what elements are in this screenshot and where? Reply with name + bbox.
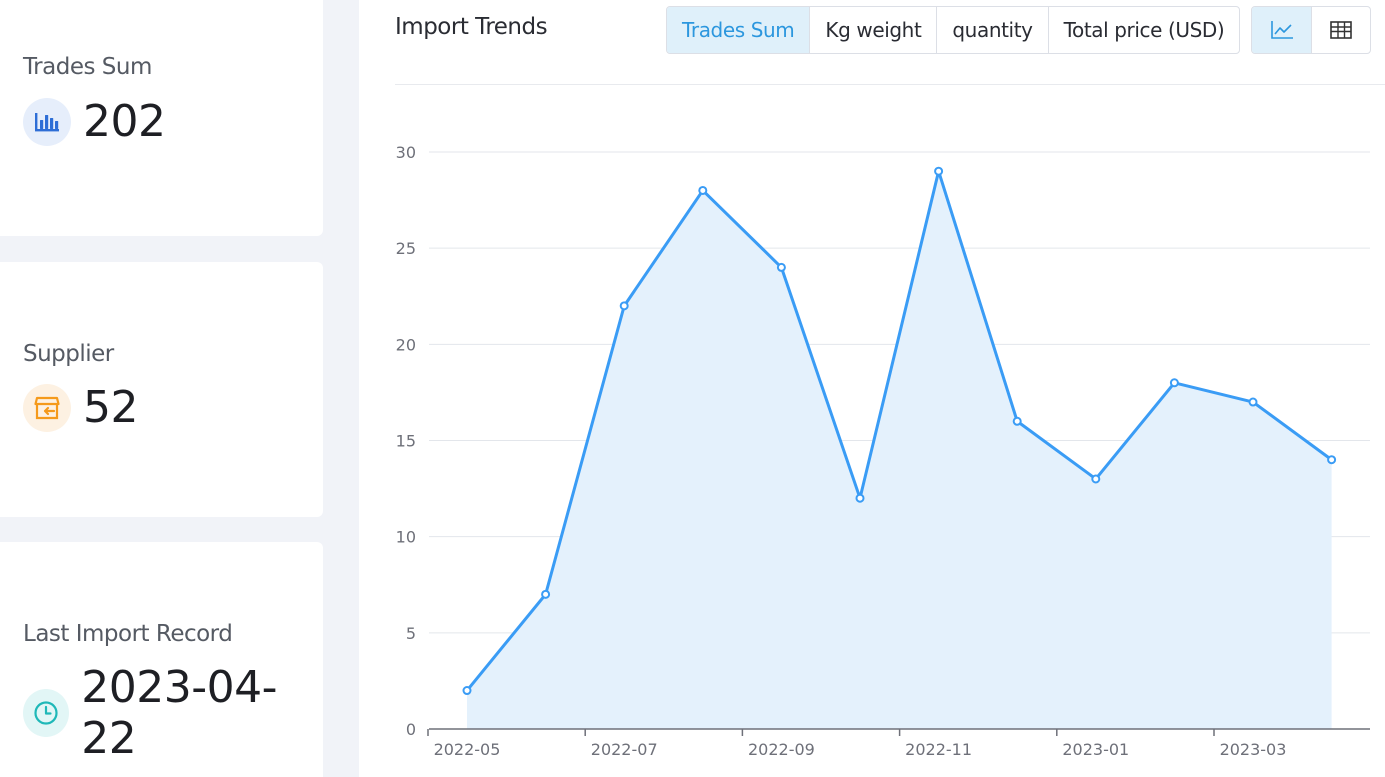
data-point (462, 686, 472, 696)
series-area (467, 171, 1332, 729)
data-point (1327, 455, 1337, 465)
data-point (1248, 397, 1258, 407)
supplier-label: Supplier (23, 341, 114, 367)
bar-chart-icon (23, 97, 71, 146)
series-line (465, 169, 1333, 692)
line-chart-icon (1270, 21, 1293, 39)
panel-title: Import Trends (395, 14, 548, 40)
supplier-card: Supplier 52 (0, 262, 323, 517)
x-tick-label: 2023-01 (1062, 740, 1129, 759)
y-tick-label: 30 (396, 143, 416, 162)
last-import-label: Last Import Record (23, 621, 233, 647)
tab-kg-weight[interactable]: Kg weight (809, 7, 936, 53)
import-trends-panel: Import Trends Trades Sum Kg weight quant… (359, 0, 1385, 777)
table-view-button[interactable] (1311, 7, 1370, 53)
supplier-row: 52 (23, 382, 139, 433)
data-point (776, 262, 786, 272)
y-tick-label: 25 (396, 239, 416, 258)
last-import-row: 2023-04-22 (23, 662, 323, 764)
x-tick-label: 2022-11 (905, 740, 972, 759)
y-tick-label: 0 (406, 720, 416, 739)
metric-tabs: Trades Sum Kg weight quantity Total pric… (666, 6, 1241, 54)
table-icon (1330, 21, 1352, 39)
data-point (698, 185, 708, 195)
tab-total-price[interactable]: Total price (USD) (1047, 7, 1240, 53)
trades-sum-card: Trades Sum 202 (0, 0, 323, 236)
tab-trades-sum[interactable]: Trades Sum (667, 7, 810, 53)
x-tick-label: 2023-03 (1220, 740, 1287, 759)
view-tabs (1251, 6, 1371, 54)
trades-sum-value: 202 (83, 96, 166, 147)
data-point (619, 301, 629, 311)
data-point (1169, 378, 1179, 388)
last-import-card: Last Import Record 2023-04-22 (0, 542, 323, 777)
y-tick-label: 10 (396, 528, 416, 547)
data-point (1012, 416, 1022, 426)
x-tick-label: 2022-07 (591, 740, 658, 759)
trades-sum-row: 202 (23, 96, 166, 147)
trades-sum-label: Trades Sum (23, 54, 152, 80)
y-tick-label: 15 (396, 432, 416, 451)
data-point (541, 589, 551, 599)
clock-icon (23, 689, 70, 737)
x-tick-label: 2022-05 (434, 740, 501, 759)
line-chart-view-button[interactable] (1252, 7, 1311, 53)
data-point (855, 493, 865, 503)
supplier-value: 52 (83, 382, 139, 433)
last-import-value: 2023-04-22 (81, 662, 277, 764)
header-divider (395, 84, 1385, 85)
import-trends-chart: 0 5 10 15 20 25 30 2022-05 2022-07 2022-09 2022-11… (396, 143, 1370, 759)
x-tick-label: 2022-09 (748, 740, 815, 759)
data-point (934, 166, 944, 176)
y-tick-label: 5 (406, 624, 416, 643)
tab-quantity[interactable]: quantity (936, 7, 1047, 53)
y-tick-label: 20 (396, 335, 416, 354)
data-point (1091, 474, 1101, 484)
storefront-icon (23, 383, 71, 432)
